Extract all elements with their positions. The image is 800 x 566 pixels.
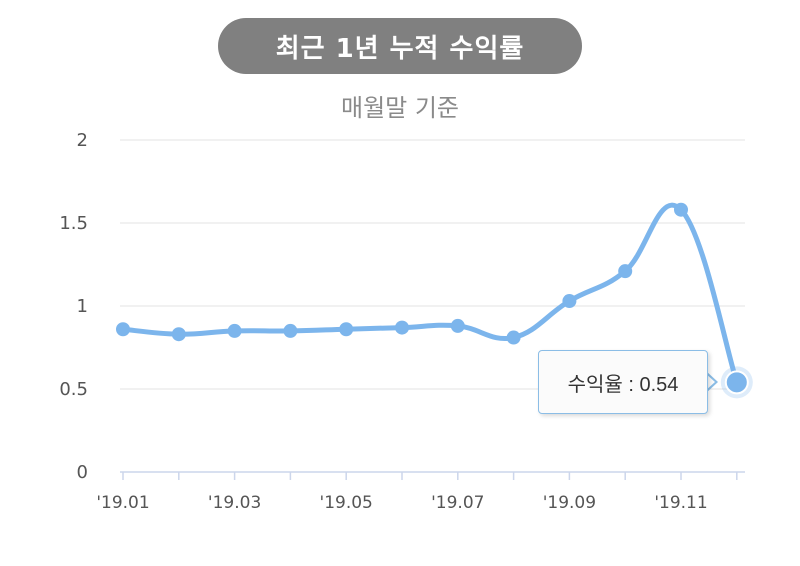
data-point-4 [339, 322, 354, 337]
data-point-7 [506, 330, 521, 345]
x-tick-label-4: '19.09 [543, 493, 596, 513]
data-point-10 [674, 202, 688, 217]
chart-subtitle: 매월말 기준 [340, 94, 460, 122]
chart-title: 최근 1년 누적 수익률 [218, 18, 582, 74]
data-point-8 [562, 294, 577, 309]
y-tick-label-0: 0 [77, 462, 88, 483]
x-tick-label-3: '19.07 [431, 493, 484, 513]
x-tick-label-2: '19.05 [320, 493, 373, 513]
data-point-5 [395, 320, 409, 335]
y-tick-label-4: 2 [77, 130, 88, 151]
data-point-6 [450, 318, 465, 333]
data-point-1 [171, 327, 186, 342]
data-point-2 [227, 323, 242, 338]
data-point-11 [724, 370, 749, 395]
data-tooltip: 수익율 : 0.54 [538, 350, 708, 414]
tooltip-arrow-inner [705, 373, 715, 391]
x-tick-label-0: '19.01 [96, 493, 149, 513]
data-point-0 [116, 322, 130, 337]
x-tick-label-5: '19.11 [654, 493, 707, 513]
y-tick-label-3: 1.5 [59, 213, 88, 234]
data-point-3 [283, 323, 298, 338]
y-tick-label-2: 1 [77, 296, 88, 317]
y-tick-label-1: 0.5 [59, 379, 88, 400]
x-tick-label-1: '19.03 [208, 493, 261, 513]
data-point-9 [618, 264, 633, 279]
